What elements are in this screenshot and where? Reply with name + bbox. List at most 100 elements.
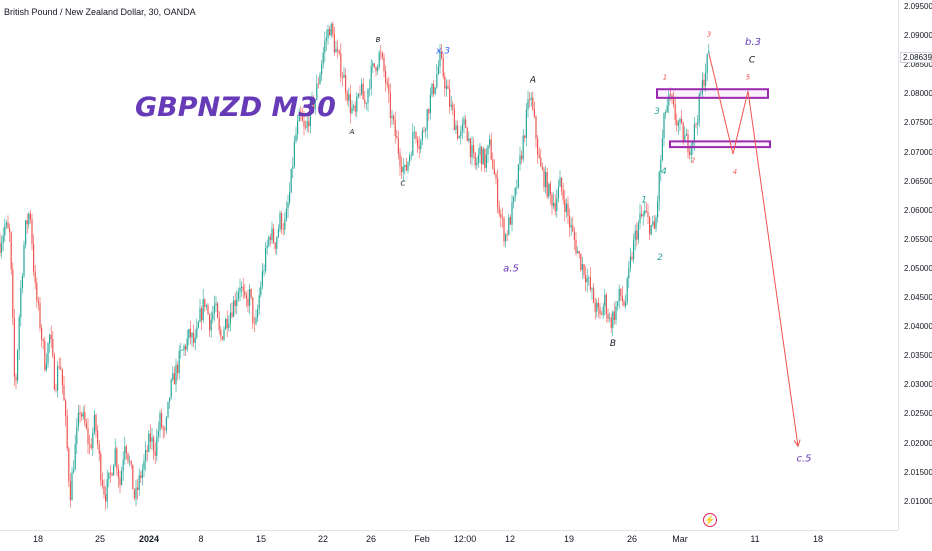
candle-body — [703, 79, 705, 87]
candle-body — [39, 303, 41, 329]
candle-body — [477, 154, 479, 163]
candle-body — [108, 472, 110, 480]
candle-body — [34, 271, 36, 283]
candlestick-chart[interactable]: B A Cx.3 Aa.5 B 1 2 3 4 1 2 3 4 5 b.3 Cc.5 — [0, 0, 898, 530]
price-tick-label: 2.04000 — [904, 322, 932, 332]
candle-body — [458, 136, 460, 139]
wave-label: A — [529, 75, 536, 85]
candle-body — [437, 66, 439, 74]
candle-body — [433, 83, 435, 94]
candle-body — [529, 99, 531, 100]
candle-body — [610, 317, 612, 328]
candle-body — [618, 288, 620, 302]
candle-body — [231, 312, 233, 317]
price-tick-label: 2.02500 — [904, 409, 932, 419]
candle-body — [13, 318, 15, 377]
candle-body — [276, 237, 278, 249]
symbol-title: British Pound / New Zealand Dollar, 30, … — [4, 7, 196, 17]
candle-body — [159, 412, 161, 431]
candle-body — [489, 139, 491, 146]
wave-label: A — [349, 128, 355, 136]
candle-body — [461, 124, 463, 132]
candle-body — [612, 311, 614, 328]
candle-body — [21, 275, 23, 288]
candle-body — [210, 319, 212, 331]
candle-body — [517, 164, 519, 188]
candle-body — [130, 461, 132, 465]
candle-body — [57, 366, 59, 391]
wave-label: c.5 — [796, 454, 811, 465]
projection-path — [708, 53, 799, 447]
current-price-label: 2.08639 — [900, 52, 932, 63]
candle-body — [476, 162, 478, 166]
candle-body — [357, 94, 359, 97]
candle-body — [10, 232, 12, 270]
candle-body — [138, 475, 140, 491]
candle-body — [289, 192, 291, 203]
candle-body — [313, 97, 315, 109]
candle-body — [361, 83, 363, 95]
candle-body — [535, 116, 537, 139]
candle-body — [186, 338, 188, 350]
candle-body — [111, 473, 113, 476]
candle-body — [279, 213, 281, 230]
candle-body — [506, 234, 508, 235]
candle-body — [253, 322, 255, 324]
candle-body — [417, 138, 419, 147]
candle-body — [164, 429, 166, 431]
candle-body — [79, 412, 81, 415]
candle-body — [201, 308, 203, 321]
lightning-icon[interactable]: ⚡ — [703, 513, 717, 527]
wave-label: B — [376, 36, 381, 44]
candle-body — [373, 63, 375, 68]
candle-body — [492, 159, 494, 169]
candle-body — [679, 118, 681, 123]
candle-body — [65, 400, 67, 417]
candle-body — [687, 134, 689, 153]
candle-body — [668, 94, 670, 106]
candle-body — [90, 444, 92, 449]
candle-body — [337, 48, 339, 51]
candle-body — [557, 186, 559, 200]
candle-body — [545, 172, 547, 188]
candle-body — [204, 298, 206, 307]
wave-label: 4 — [733, 168, 737, 176]
candle-body — [309, 100, 311, 127]
price-axis[interactable] — [898, 0, 932, 530]
candle-body — [364, 99, 366, 104]
candle-body — [194, 337, 196, 343]
candle-body — [677, 122, 679, 126]
candle-body — [423, 130, 425, 131]
candle-body — [295, 134, 297, 142]
candle-body — [220, 330, 222, 337]
candle-body — [50, 334, 52, 340]
candle-body — [369, 88, 371, 90]
candle-body — [689, 152, 691, 155]
time-axis[interactable] — [0, 530, 898, 551]
candle-body — [561, 177, 563, 191]
candle-body — [217, 303, 219, 318]
candle-body — [260, 286, 262, 296]
candle-body — [221, 336, 223, 340]
candle-body — [233, 300, 235, 317]
wave-label: C — [749, 55, 756, 65]
candle-body — [191, 332, 193, 338]
candle-body — [196, 327, 198, 338]
candle-body — [569, 215, 571, 228]
candle-body — [135, 487, 137, 499]
candle-body — [701, 79, 703, 94]
candle-body — [546, 172, 548, 197]
candle-body — [202, 298, 204, 321]
candle-body — [325, 38, 327, 41]
candle-body — [335, 48, 337, 53]
candle-body — [463, 119, 465, 125]
lower-zone — [669, 140, 771, 149]
candle-body — [157, 430, 159, 437]
candle-body — [665, 111, 667, 114]
candle-body — [578, 251, 580, 254]
price-tick-label: 2.07000 — [904, 147, 932, 157]
candle-body — [141, 469, 143, 479]
candle-body — [629, 256, 631, 268]
candle-body — [444, 76, 446, 89]
